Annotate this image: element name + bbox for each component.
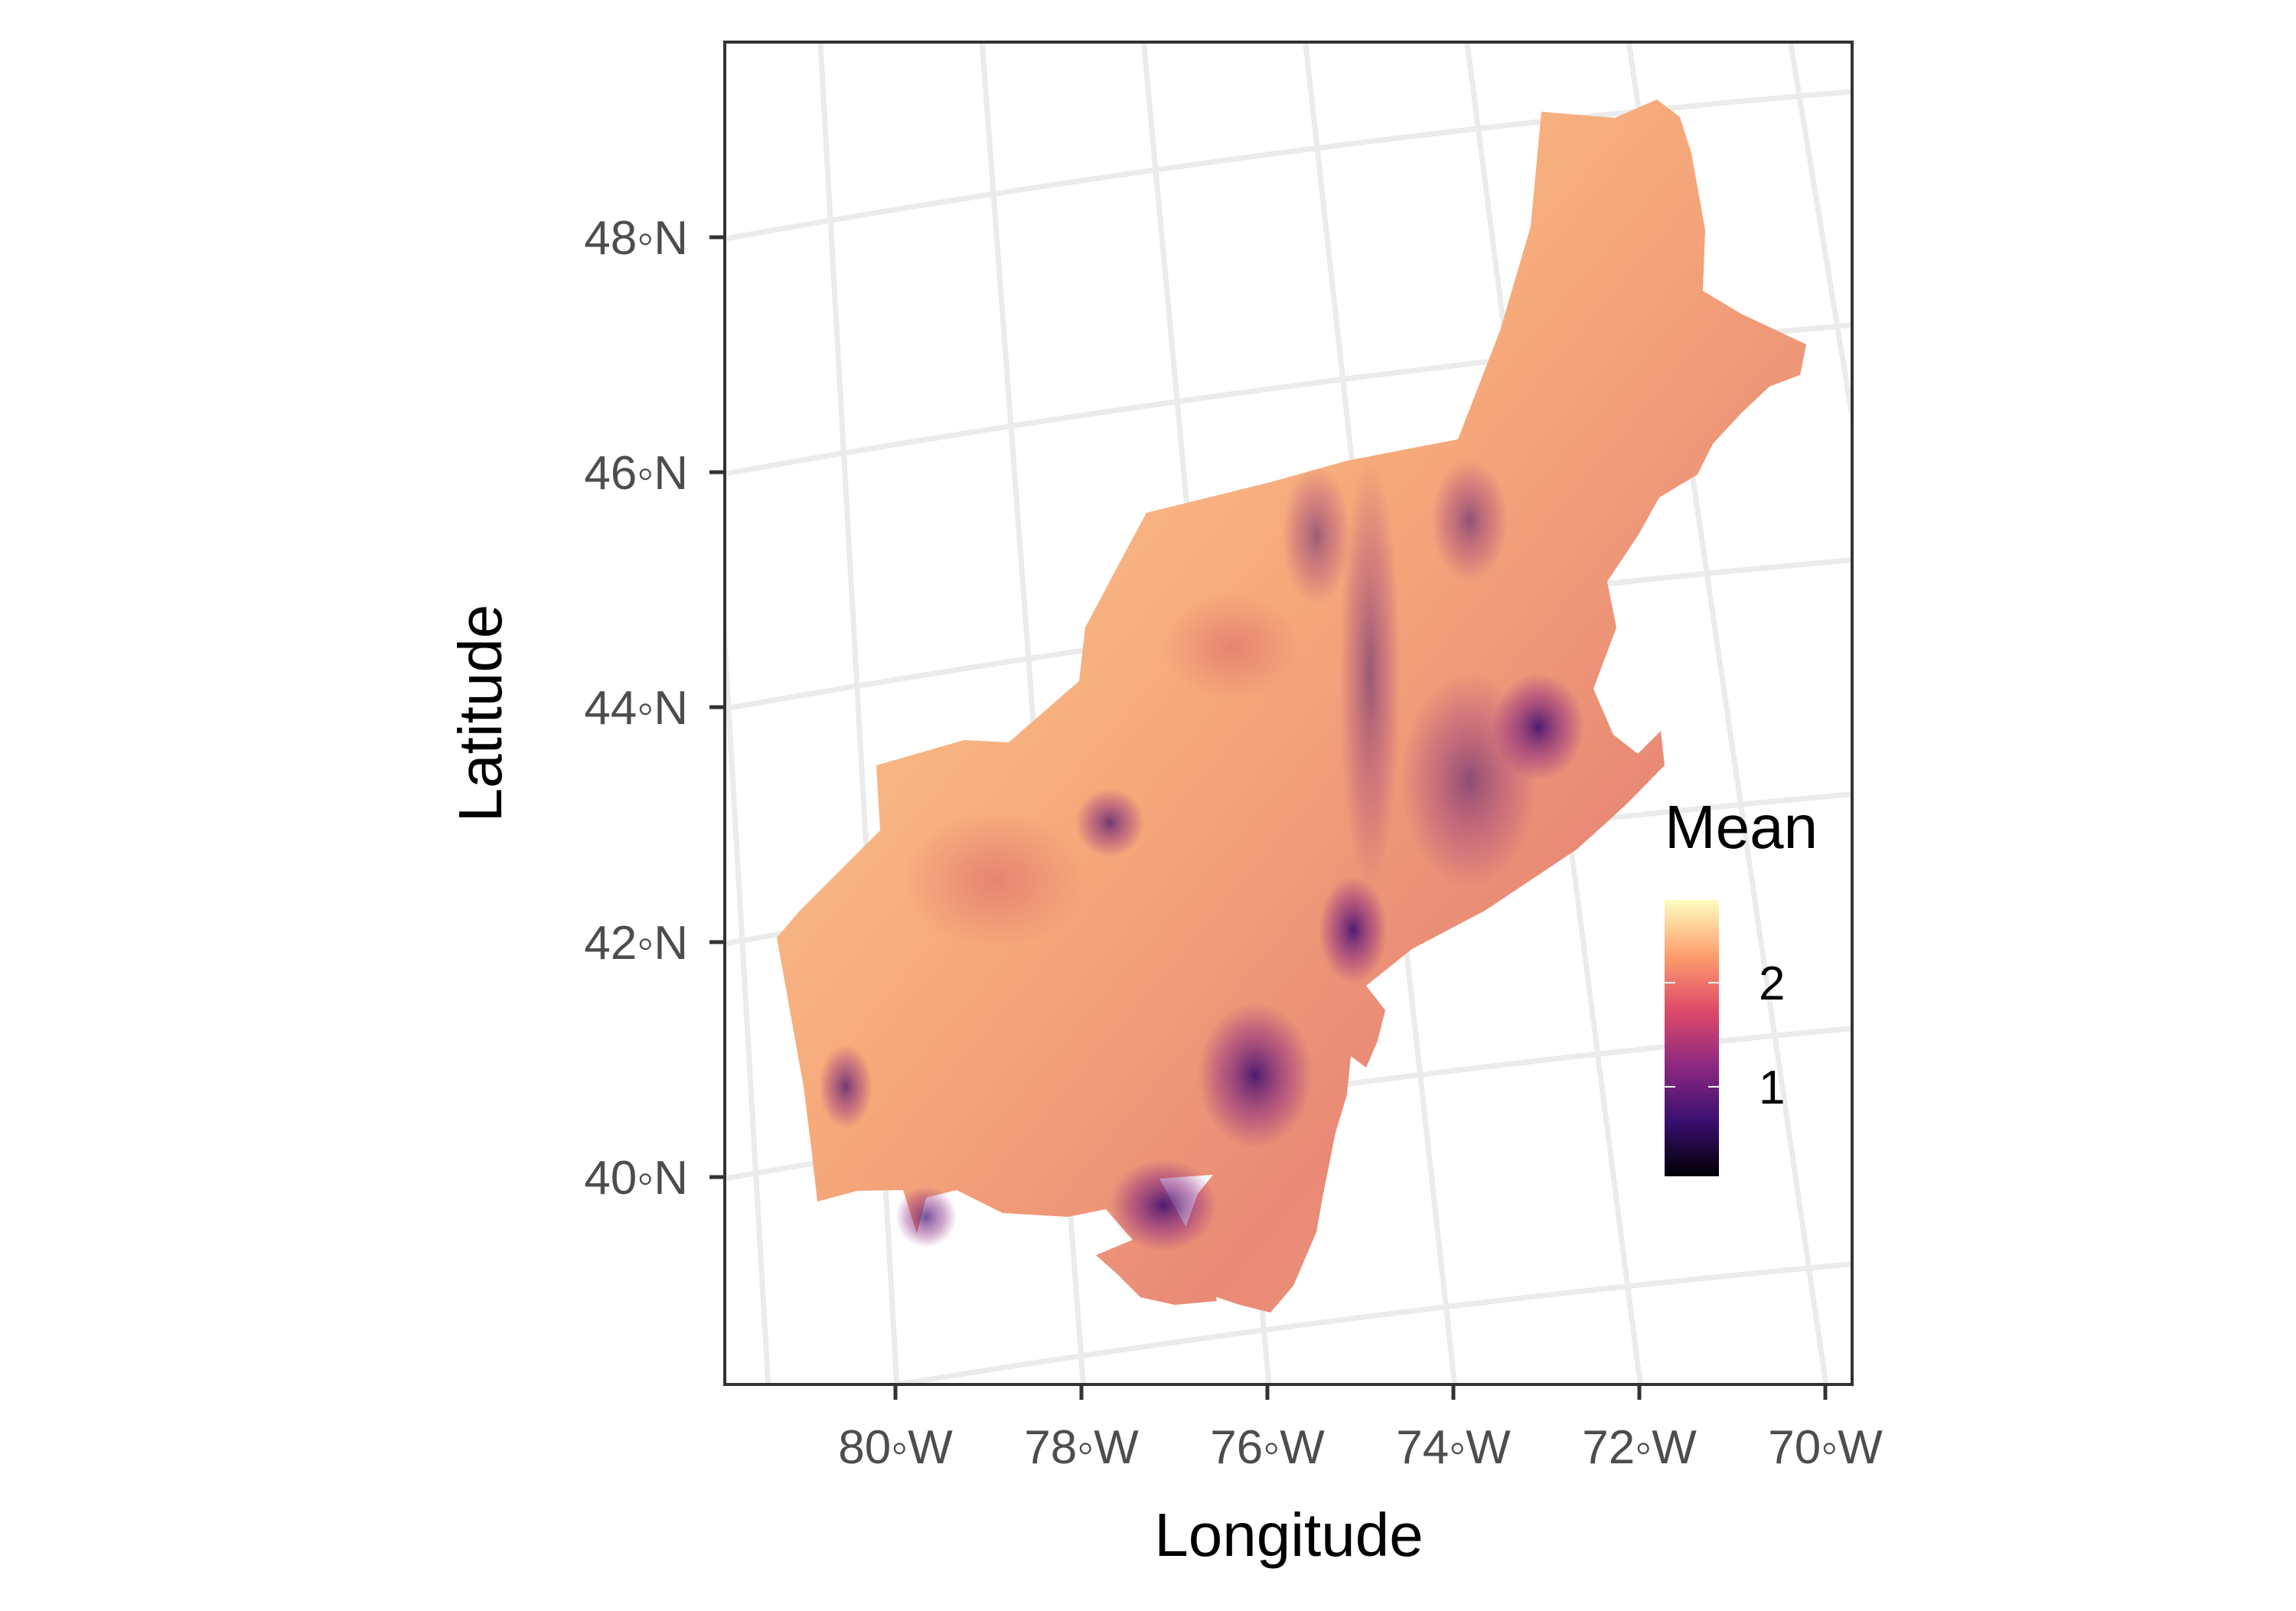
x-tick-label-72: 72◦W [1582, 1421, 1697, 1474]
low-value-cluster-pittsburgh [819, 1045, 872, 1129]
graticule-parallel-38 [880, 1261, 1852, 1384]
y-axis-title: Latitude [446, 605, 514, 823]
x-tick-label-74: 74◦W [1396, 1421, 1511, 1474]
low-value-cluster-southwest-pa [895, 1186, 957, 1247]
legend-label-2: 2 [1759, 957, 1785, 1010]
low-value-cluster-buffalo [1075, 788, 1144, 857]
northeast-region-shape [777, 99, 1806, 1313]
y-tick-label-44: 44◦N [584, 682, 688, 735]
x-tick-label-80: 80◦W [838, 1421, 953, 1474]
graticule-meridian-82 [725, 598, 771, 1384]
low-value-cluster-vt [1431, 459, 1508, 582]
low-value-cluster-hudson [1339, 459, 1401, 888]
x-axis-title: Longitude [1154, 1501, 1423, 1569]
low-value-cluster-adirondack-edge [1282, 467, 1351, 605]
x-tick-label-76: 76◦W [1210, 1421, 1325, 1474]
x-tick-labels: 80◦W 78◦W 76◦W 74◦W 72◦W 70◦W [838, 1421, 1883, 1474]
graticule-meridian-68 [1787, 42, 1852, 433]
legend: Mean 2 1 [1665, 793, 1818, 1176]
legend-title: Mean [1665, 793, 1818, 861]
raster-layer [777, 99, 1806, 1313]
y-tick-label-40: 40◦N [584, 1152, 688, 1205]
y-axis [709, 235, 725, 1179]
low-value-cluster-philadelphia [1198, 1003, 1313, 1148]
low-value-cluster-nyc [1319, 876, 1388, 983]
legend-colorbar [1665, 900, 1719, 1176]
x-axis [893, 1384, 1828, 1400]
mid-value-area-catskills [1163, 593, 1301, 700]
plot-panel [723, 41, 1854, 1386]
intensity-overlays [819, 459, 1584, 1251]
low-value-cluster-baltimore [1110, 1159, 1217, 1251]
y-tick-label-46: 46◦N [584, 447, 688, 500]
x-tick-label-78: 78◦W [1024, 1421, 1139, 1474]
mid-value-area-western-pa [903, 811, 1087, 949]
x-tick-label-70: 70◦W [1768, 1421, 1883, 1474]
y-tick-label-48: 48◦N [584, 212, 688, 265]
y-tick-label-42: 42◦N [584, 917, 688, 970]
legend-ticks [1665, 982, 1719, 1088]
legend-label-1: 1 [1759, 1061, 1785, 1114]
graticule-parallel-48 [725, 89, 1852, 242]
panel-border [723, 41, 1854, 1386]
low-value-cluster-ct [1401, 673, 1538, 888]
y-tick-labels: 48◦N 46◦N 44◦N 42◦N 40◦N [584, 212, 688, 1205]
